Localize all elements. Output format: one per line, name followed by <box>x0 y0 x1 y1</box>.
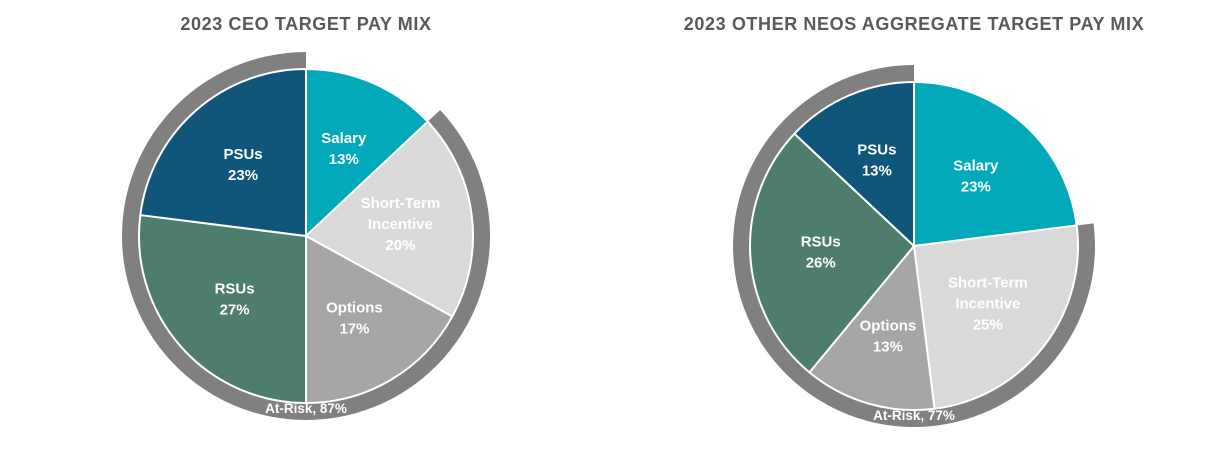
ceo-slice-options <box>305 234 454 405</box>
neo-slice-name-short-term-incentive-1: Incentive <box>955 295 1020 312</box>
ceo-slice-name-options-0: Options <box>326 299 383 316</box>
ceo-slice-short-term-incentive <box>304 120 474 318</box>
neo-slice-value-options: 13% <box>873 338 903 355</box>
ceo-slice-label-psus: PSUs 23% <box>223 146 262 184</box>
ceo-slice-psus <box>139 67 307 238</box>
ceo-slice-name-short-term-incentive-1: Incentive <box>368 216 433 233</box>
ceo-slice-name-short-term-incentive-0: Short-Term <box>361 195 441 212</box>
ceo-slice-name-rsus-0: RSUs <box>215 280 255 297</box>
neo-slice-label-salary: Salary 23% <box>953 157 999 195</box>
neo-slice-name-short-term-incentive-0: Short-Term <box>948 274 1028 291</box>
ceo-slice-value-rsus: 27% <box>220 301 250 318</box>
neo-slice-salary <box>913 80 1078 248</box>
ceo-slice-label-short-term-incentive: Short-Term Incentive 20% <box>361 195 441 254</box>
neo-slice-options <box>808 243 936 411</box>
neo-slice-name-rsus-0: RSUs <box>801 233 841 250</box>
neo-slice-label-rsus: RSUs 26% <box>801 233 841 271</box>
ceo-slice-value-options: 17% <box>339 320 369 337</box>
neo-slice-psus <box>793 80 915 249</box>
ceo-slice-value-salary: 13% <box>329 151 359 168</box>
neo-slice-rsus <box>749 132 916 374</box>
neo-slice-name-salary-0: Salary <box>953 157 999 174</box>
neo-slice-value-short-term-incentive: 25% <box>973 316 1003 333</box>
ceo-at-risk-label: At-Risk, 87% <box>265 401 347 416</box>
ceo-slice-label-rsus: RSUs 27% <box>215 280 255 318</box>
ceo-slice-label-options: Options 17% <box>326 299 383 337</box>
neo-slice-label-options: Options 13% <box>860 317 917 355</box>
ceo-slice-rsus <box>138 213 307 405</box>
neo-slice-value-salary: 23% <box>961 178 991 195</box>
neo-at-risk-label: At-Risk, 77% <box>873 408 955 423</box>
ceo-slice-name-salary-0: Salary <box>321 130 367 147</box>
neo-slice-name-psus-0: PSUs <box>857 142 896 159</box>
chart-title-other-neos: 2023 OTHER NEOS AGGREGATE TARGET PAY MIX <box>683 14 1145 34</box>
neo-slice-label-short-term-incentive: Short-Term Incentive 25% <box>948 274 1028 333</box>
ceo-slice-name-psus-0: PSUs <box>223 146 262 163</box>
neo-slice-value-rsus: 26% <box>806 254 836 271</box>
ceo-slice-salary <box>305 67 430 239</box>
neo-slice-label-psus: PSUs 13% <box>857 142 896 180</box>
chart-title-ceo: 2023 CEO TARGET PAY MIX <box>180 14 432 34</box>
neo-slice-name-options-0: Options <box>860 317 917 334</box>
neo-slice-value-psus: 13% <box>862 163 892 180</box>
ceo-slice-label-salary: Salary 13% <box>321 130 367 168</box>
ceo-slice-value-psus: 23% <box>228 167 258 184</box>
neo-slice-short-term-incentive <box>912 224 1080 410</box>
ceo-slice-value-short-term-incentive: 20% <box>385 237 415 254</box>
